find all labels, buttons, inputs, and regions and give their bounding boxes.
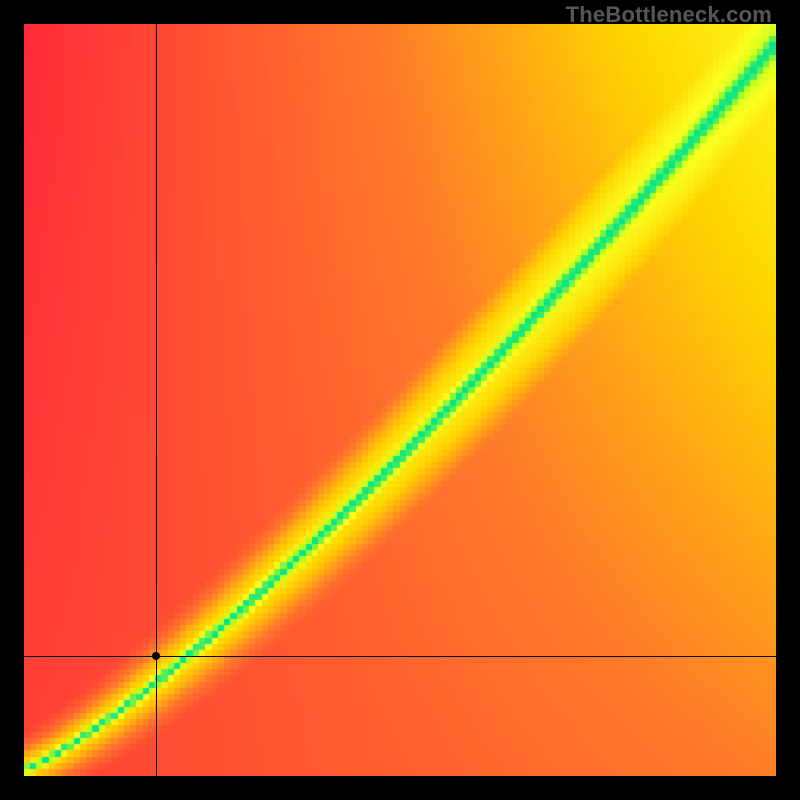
watermark-text: TheBottleneck.com [566, 2, 772, 28]
plot-area [24, 24, 776, 776]
heatmap-canvas [24, 24, 776, 776]
crosshair-vertical-line [156, 24, 157, 776]
figure-outer: TheBottleneck.com [0, 0, 800, 800]
crosshair-marker [152, 652, 160, 660]
crosshair-horizontal-line [24, 656, 776, 657]
